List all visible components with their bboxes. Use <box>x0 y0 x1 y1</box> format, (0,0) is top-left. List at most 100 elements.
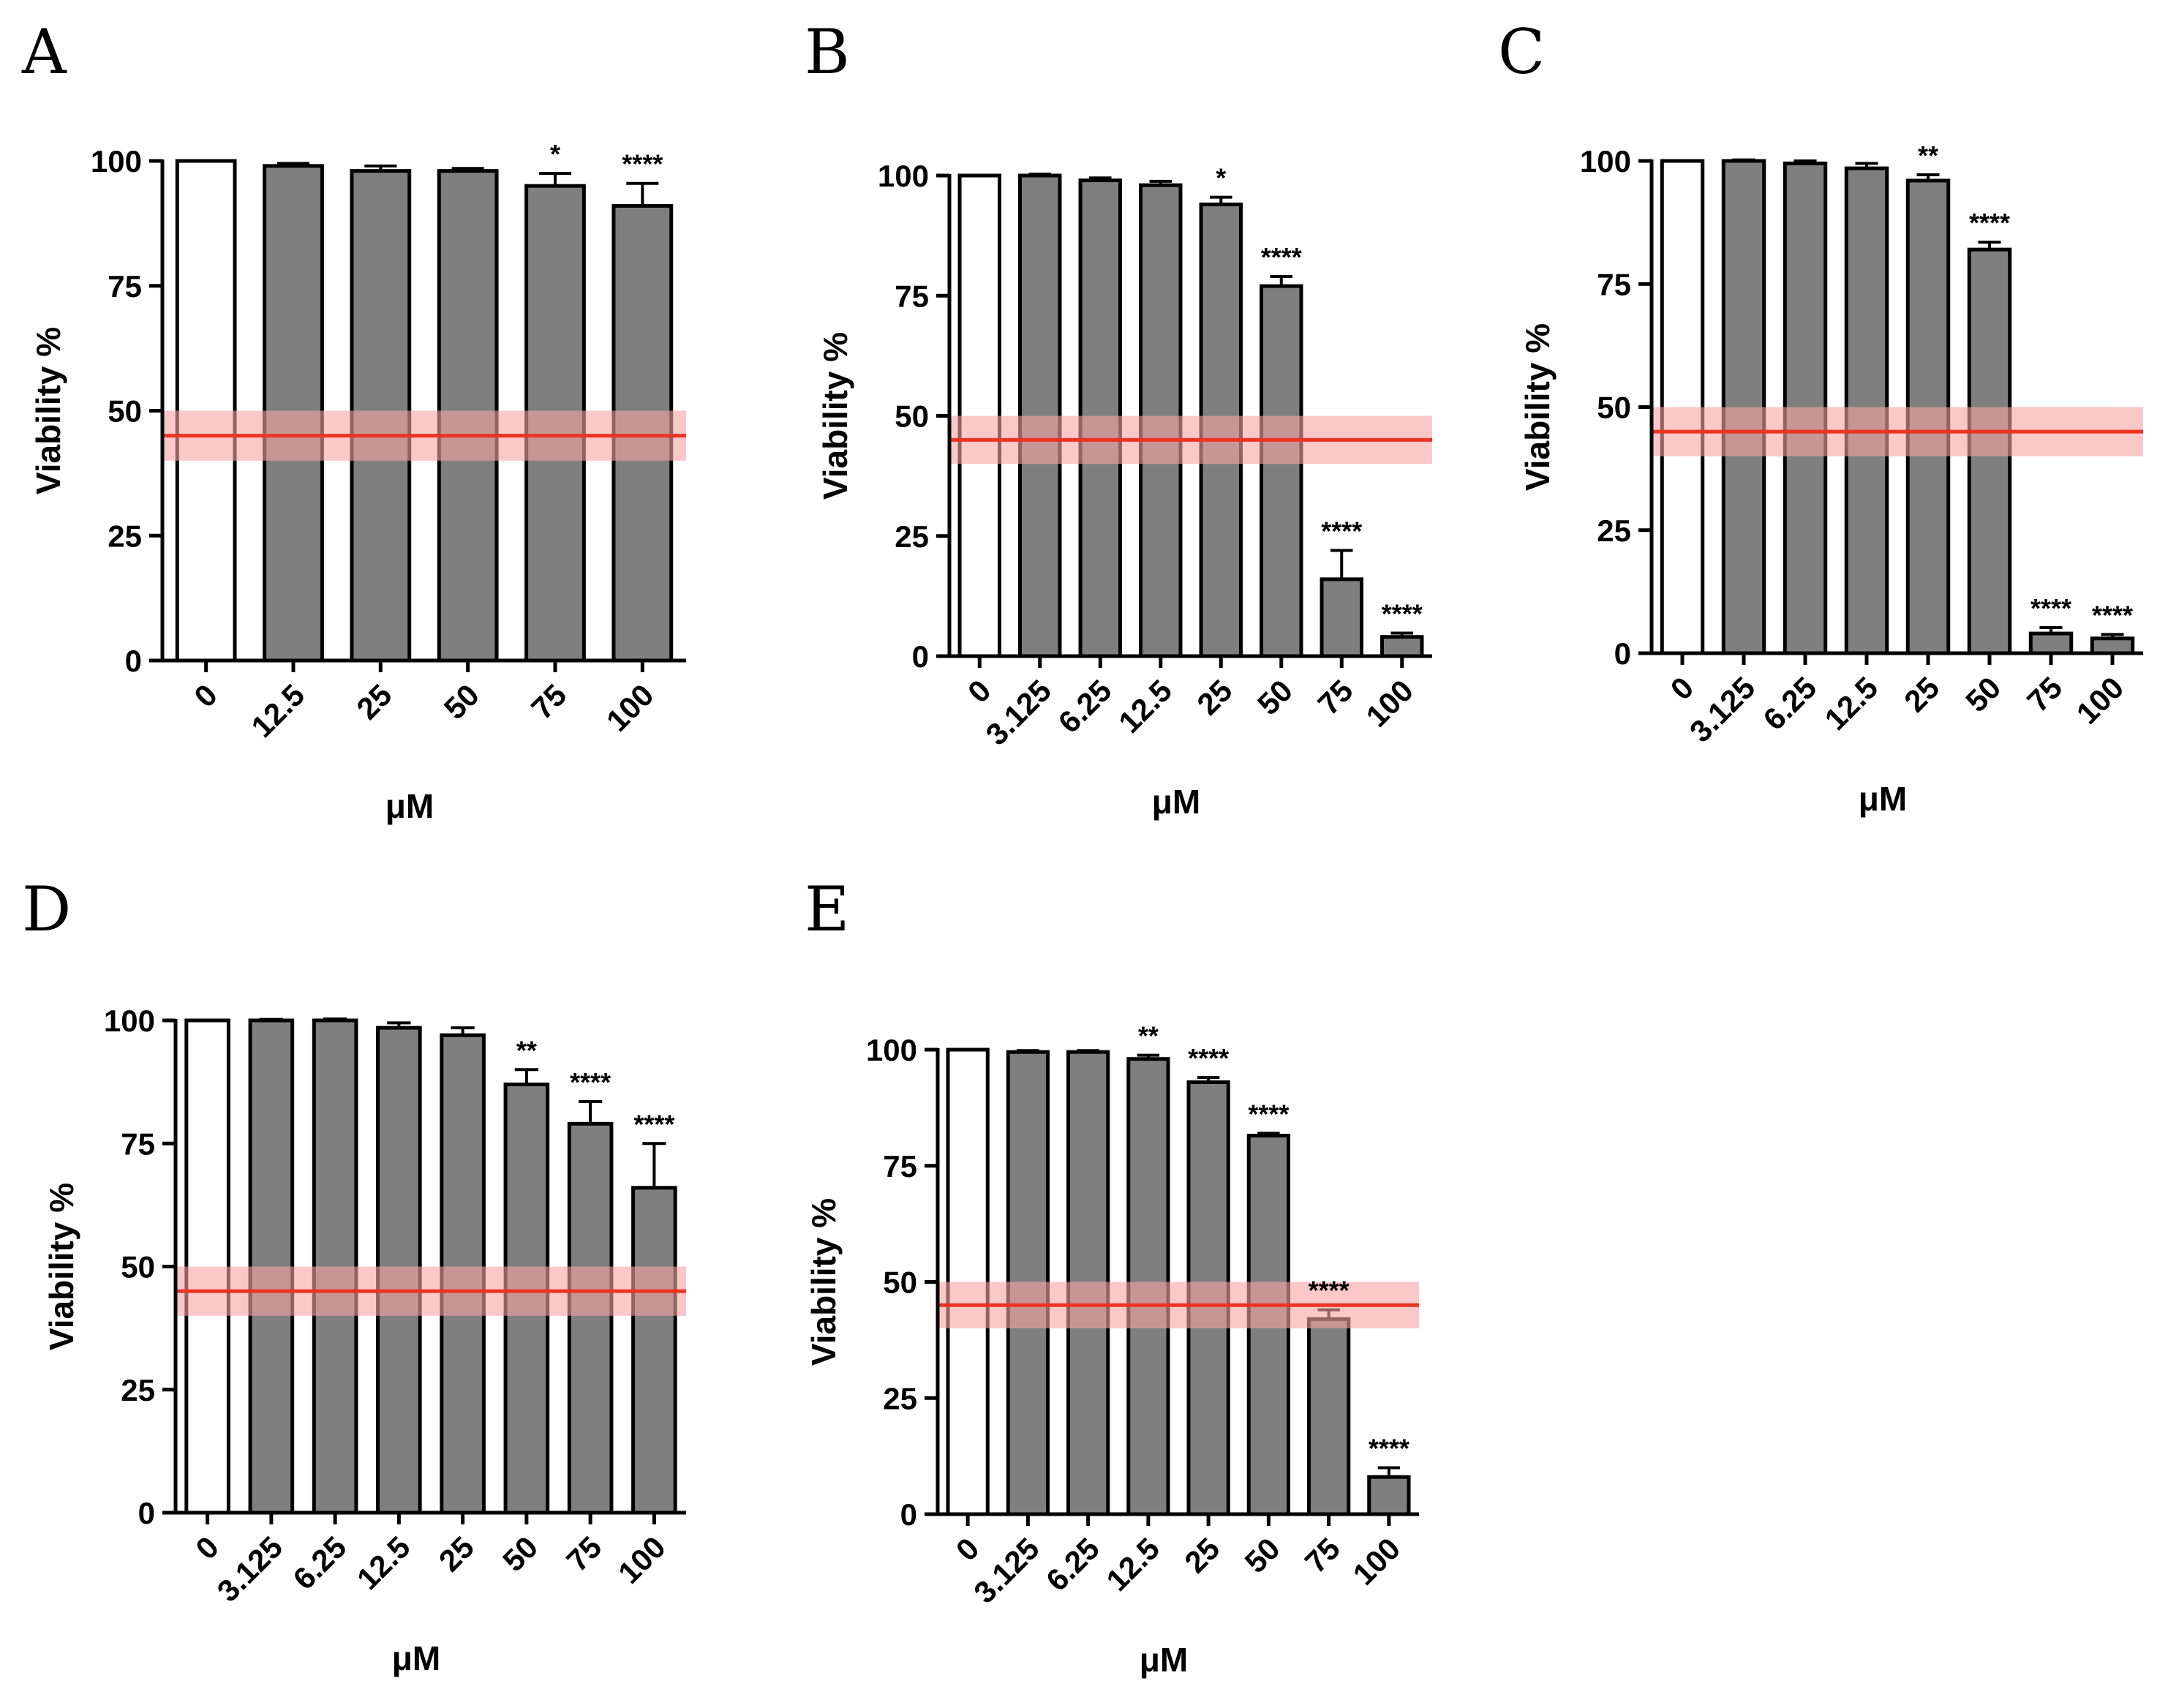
panel-e-x-tick-label-7: 100 <box>1346 1531 1407 1592</box>
panel-b-bar-5 <box>1260 284 1303 658</box>
panel-e-x-tick-label-2: 6.25 <box>1039 1531 1106 1598</box>
panel-a-y-tick-label-3: 75 <box>108 269 142 304</box>
panel-c-y-tick-label-1: 25 <box>1597 513 1631 548</box>
panel-e-significance-5: **** <box>1248 1099 1289 1129</box>
panel-b-x-tick-label-6: 75 <box>1311 673 1359 721</box>
panel-d-x-tick-label-1: 3.125 <box>211 1530 290 1609</box>
panel-e-x-tick-label-3: 12.5 <box>1099 1531 1166 1598</box>
panel-e-x-tick-label-4: 25 <box>1178 1531 1226 1579</box>
panel-b-y-tick-label-1: 25 <box>895 519 929 554</box>
panel-b-x-tick-label-4: 25 <box>1190 673 1238 721</box>
panel-e-significance-4: **** <box>1188 1043 1229 1073</box>
panel-c-letter: C <box>1498 16 1545 88</box>
panel-c-y-axis-title: Viability % <box>1518 323 1557 491</box>
panel-b-x-axis-title: μM <box>1152 783 1200 821</box>
panel-b-y-axis-title: Viability % <box>816 332 854 500</box>
panel-c-x-tick-label-2: 6.25 <box>1756 670 1823 737</box>
panel-b-significance-4: * <box>1216 163 1226 193</box>
panel-e-significance-3: ** <box>1138 1021 1159 1051</box>
panel-a-significance-5: **** <box>622 149 663 179</box>
panel-a-x-tick-label-1: 12.5 <box>244 677 311 744</box>
panel-e-x-axis-title: μM <box>1140 1641 1188 1679</box>
panel-d-x-tick-label-7: 100 <box>611 1530 672 1590</box>
panel-d-y-tick-label-3: 75 <box>121 1126 155 1161</box>
panel-a-y-axis-title: Viability % <box>29 327 67 494</box>
panel-b-bar-7 <box>1380 635 1424 658</box>
panel-d-x-tick-label-6: 75 <box>560 1530 608 1578</box>
panel-b-significance-6: **** <box>1321 516 1362 546</box>
panel-e-letter: E <box>805 873 849 945</box>
panel-e-bar-6 <box>1306 1317 1351 1516</box>
panel-c-x-tick-label-0: 0 <box>1664 670 1701 707</box>
panel-e-y-tick-label-3: 75 <box>883 1149 917 1184</box>
panel-c-y-tick-label-0: 0 <box>1614 636 1631 671</box>
panel-a-significance-4: * <box>550 139 560 169</box>
panel-a-letter: A <box>21 16 67 88</box>
panel-d-y-tick-label-0: 0 <box>138 1496 155 1530</box>
panel-e-x-tick-label-1: 3.125 <box>967 1531 1046 1610</box>
panel-b-x-tick-label-5: 50 <box>1251 673 1299 721</box>
panel-e-x-tick-label-5: 50 <box>1238 1531 1286 1579</box>
panel-b-x-tick-label-0: 0 <box>961 673 998 710</box>
panel-e-y-tick-label-4: 100 <box>866 1033 917 1067</box>
panel-c-significance-7: **** <box>2092 600 2133 630</box>
panel-b-y-tick-label-2: 50 <box>895 399 929 434</box>
panel-b-significance-5: **** <box>1261 242 1302 272</box>
panel-e-bar-7 <box>1367 1475 1411 1516</box>
panel-d-y-tick-label-4: 100 <box>104 1004 155 1038</box>
panel-d-x-tick-label-0: 0 <box>189 1530 225 1566</box>
panel-b-x-tick-label-3: 12.5 <box>1112 673 1178 740</box>
panel-a-x-tick-label-0: 0 <box>187 677 224 714</box>
panel-d-letter: D <box>22 873 71 945</box>
panel-a-x-axis-title: μM <box>385 787 434 825</box>
panel-c-x-tick-label-6: 75 <box>2020 670 2069 718</box>
panel-d-bar-7 <box>631 1186 677 1515</box>
panel-d-x-tick-label-5: 50 <box>496 1530 544 1578</box>
panel-c-x-tick-label-3: 12.5 <box>1818 670 1884 737</box>
panel-a-y-tick-label-2: 50 <box>108 394 142 429</box>
panel-a-y-tick-label-0: 0 <box>125 644 142 678</box>
panel-c-significance-5: **** <box>1969 208 2010 238</box>
panel-b-significance-7: **** <box>1382 598 1423 628</box>
panel-b-y-tick-label-3: 75 <box>895 279 929 313</box>
panel-d-x-axis-title: μM <box>392 1639 440 1677</box>
panel-a-x-tick-label-5: 100 <box>600 677 660 738</box>
panel-d-x-tick-label-2: 6.25 <box>286 1530 353 1596</box>
panel-b-bar-6 <box>1320 577 1363 658</box>
panel-d-significance-7: **** <box>633 1109 674 1139</box>
panel-c-bar-7 <box>2090 636 2135 655</box>
panel-d-y-tick-label-2: 50 <box>121 1250 155 1284</box>
panel-c-x-tick-label-7: 100 <box>2070 670 2131 731</box>
panel-b-x-tick-label-1: 3.125 <box>979 673 1058 752</box>
panel-c-significance-6: **** <box>2030 593 2071 623</box>
panel-c-y-tick-label-2: 50 <box>1597 391 1631 425</box>
panel-c-bar-6 <box>2028 631 2074 655</box>
panel-d-y-axis-title: Viability % <box>42 1183 80 1350</box>
panel-e-y-tick-label-0: 0 <box>900 1497 917 1532</box>
panel-a-x-tick-label-2: 25 <box>350 677 398 726</box>
panel-e-x-tick-label-0: 0 <box>949 1531 986 1568</box>
panel-e-significance-6: **** <box>1309 1276 1350 1306</box>
panel-c-y-tick-label-3: 75 <box>1597 267 1631 301</box>
panel-c-x-tick-label-1: 3.125 <box>1683 670 1762 749</box>
panel-a-x-tick-label-3: 50 <box>437 677 486 726</box>
panel-d-x-tick-label-4: 25 <box>432 1530 481 1578</box>
panel-e-significance-7: **** <box>1369 1434 1409 1464</box>
panel-c-x-tick-label-4: 25 <box>1897 670 1946 718</box>
panel-d-significance-5: ** <box>516 1035 537 1065</box>
panel-d-significance-6: **** <box>570 1067 611 1097</box>
panel-a-y-tick-label-1: 25 <box>108 519 142 553</box>
panel-e-y-tick-label-1: 25 <box>883 1381 917 1415</box>
panel-b-x-tick-label-2: 6.25 <box>1052 673 1118 740</box>
panel-d-y-tick-label-1: 25 <box>121 1373 155 1407</box>
panel-a-y-tick-label-4: 100 <box>91 144 142 178</box>
panel-e-x-tick-label-6: 75 <box>1298 1531 1347 1579</box>
panel-b-letter: B <box>805 16 850 88</box>
panel-e-y-axis-title: Viability % <box>805 1198 843 1366</box>
panel-c-x-axis-title: μM <box>1859 780 1907 818</box>
